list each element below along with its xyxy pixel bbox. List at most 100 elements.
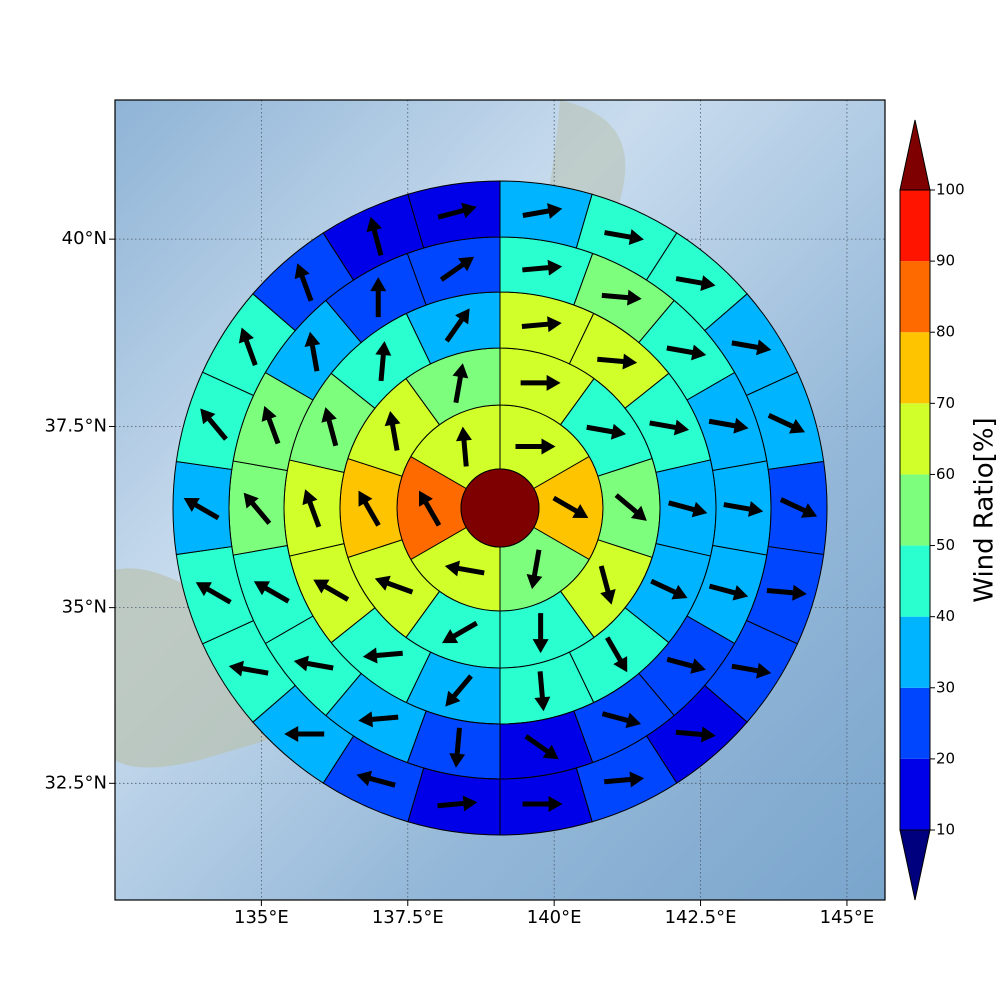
- wind-arrow: [228, 660, 269, 677]
- wind-arrow: [449, 727, 466, 768]
- wind-arrow: [666, 344, 707, 361]
- wind-arrow: [195, 582, 232, 605]
- wind-arrow: [243, 492, 272, 525]
- wind-arrow: [666, 656, 706, 674]
- wind-arrow: [358, 711, 399, 728]
- arrows: [183, 202, 818, 812]
- colorbar-bin: [900, 261, 930, 333]
- wind-arrow: [200, 408, 228, 441]
- wind-arrow: [370, 277, 387, 318]
- x-tick-label: 135°E: [234, 907, 289, 928]
- colorbar-tick-label: 10: [936, 821, 955, 839]
- colorbar-bin: [900, 190, 930, 262]
- wind-arrow: [708, 583, 749, 601]
- wind-arrow: [444, 308, 470, 343]
- wind-arrow: [313, 579, 350, 602]
- map-frame: [114, 99, 886, 901]
- wind-arrow: [604, 229, 644, 245]
- wind-arrow: [708, 417, 749, 434]
- colorbar-tick-label: 30: [936, 678, 955, 696]
- colorbar-tick-label: 60: [936, 465, 955, 483]
- colorbar-tick-label: 20: [936, 749, 955, 767]
- wind-arrow: [522, 795, 563, 812]
- wind-arrow: [302, 489, 322, 528]
- wind-arrow: [731, 662, 772, 679]
- colorbar-bin: [900, 332, 930, 404]
- x-tick-label: 142.5°E: [665, 907, 737, 928]
- x-tick-label: 140°E: [527, 907, 582, 928]
- y-tick-label: 37.5°N: [44, 415, 107, 436]
- wind-arrow: [304, 331, 321, 372]
- colorbar-tick-label: 50: [936, 536, 955, 554]
- wind-arrow: [520, 374, 561, 391]
- wind-arrow: [604, 771, 645, 788]
- wind-arrow: [439, 256, 475, 282]
- wind-arrow: [779, 497, 818, 518]
- colorbar-tick-label: 80: [936, 323, 955, 341]
- colorbar-bin: [900, 687, 930, 759]
- wind-arrow: [515, 438, 556, 455]
- wind-arrow: [238, 327, 258, 366]
- wind-arrow: [521, 316, 562, 333]
- wind-arrow: [766, 584, 807, 601]
- wind-arrow: [374, 575, 414, 595]
- wind-arrow: [261, 405, 281, 445]
- wind-arrow: [419, 490, 442, 527]
- wind-arrow: [534, 671, 551, 712]
- wind-arrow: [384, 411, 401, 451]
- wind-arrow: [522, 203, 563, 219]
- colorbar-bin: [900, 403, 930, 475]
- axis-ticks: 135°E 137.5°E 140°E 142.5°E 145°E 32.5°N 35°N 3…: [44, 228, 874, 928]
- wind-arrow: [437, 795, 478, 812]
- wind-arrow: [524, 734, 559, 760]
- wind-arrow: [444, 560, 485, 577]
- colorbar-extend-low: [899, 829, 931, 901]
- wind-arrow: [552, 495, 589, 518]
- wind-arrow: [723, 501, 764, 517]
- wind-arrow: [767, 413, 806, 434]
- colorbar-frame: [899, 189, 931, 831]
- wind-arrow: [358, 490, 381, 527]
- wind-arrow: [731, 339, 772, 356]
- wind-arrow: [321, 407, 339, 447]
- wind-arrow: [183, 498, 220, 521]
- wind-arrow: [375, 341, 392, 382]
- wind-arrow: [668, 500, 708, 518]
- y-tick-label: 35°N: [62, 597, 107, 618]
- colorbar-tick-label: 70: [936, 394, 955, 412]
- wind-arrow: [284, 725, 325, 742]
- wind-arrow: [605, 636, 628, 673]
- wind-arrow: [437, 202, 477, 220]
- x-tick-label: 145°E: [820, 907, 875, 928]
- colorbar-label: Wind Ratio[%]: [970, 417, 1000, 602]
- colorbar: 10 20 30 40 50 60 70 80 90 100 Wind Ratio[%]: [899, 119, 1000, 901]
- wind-arrow: [356, 770, 396, 788]
- wind-arrow: [522, 259, 563, 276]
- sectors: [172, 180, 828, 836]
- wind-arrow: [675, 726, 716, 743]
- y-tick-label: 40°N: [62, 228, 107, 249]
- wind-arrow: [452, 363, 469, 404]
- wind-arrow: [601, 289, 642, 306]
- wind-arrow: [442, 620, 478, 644]
- wind-arrow: [650, 578, 688, 600]
- wind-arrow: [293, 655, 334, 672]
- wind-arrow: [366, 216, 384, 256]
- wind-arrow: [586, 423, 627, 440]
- wind-arrow: [456, 426, 472, 467]
- wind-arrow: [597, 353, 638, 370]
- wind-arrow: [532, 613, 549, 654]
- colorbar-bin: [900, 758, 930, 830]
- wind-arrow: [601, 711, 642, 729]
- wind-arrow: [675, 275, 716, 291]
- wind-arrow: [649, 419, 690, 436]
- colorbar-bin: [900, 616, 930, 688]
- wind-arrow: [598, 565, 616, 605]
- colorbar-tick-label: 100: [936, 181, 965, 199]
- colorbar-tick-label: 40: [936, 607, 955, 625]
- x-tick-label: 137.5°E: [372, 907, 444, 928]
- wind-arrow: [362, 647, 403, 664]
- y-tick-label: 32.5°N: [44, 772, 107, 793]
- center-disk: [460, 468, 540, 548]
